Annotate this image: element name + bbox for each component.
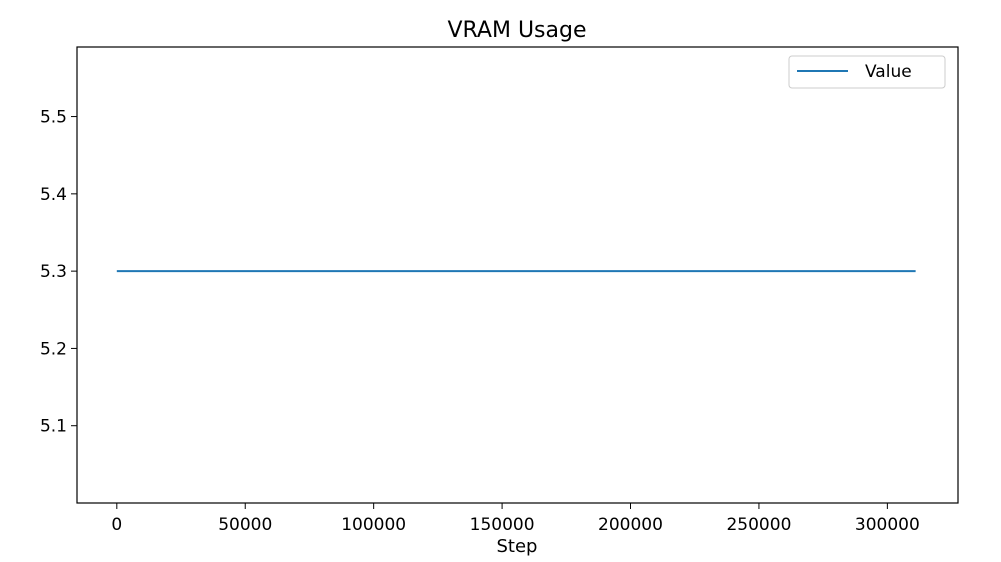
- legend-box: [788, 55, 946, 89]
- legend-label: Value: [865, 62, 912, 82]
- legend: Value: [788, 55, 946, 89]
- x-tick-label: 200000: [598, 515, 663, 535]
- plot-frame: [76, 46, 959, 504]
- y-tick-label: 5.5: [40, 108, 67, 128]
- y-axis: 5.1 5.2 5.3 5.4 5.5: [40, 108, 77, 437]
- y-tick-label: 5.2: [40, 339, 67, 359]
- chart-title: VRAM Usage: [447, 18, 586, 43]
- y-tick-label: 5.3: [40, 262, 67, 282]
- x-tick-label: 100000: [341, 515, 406, 535]
- x-axis-label: Step: [497, 536, 538, 557]
- x-tick-label: 50000: [218, 515, 272, 535]
- x-tick-label: 250000: [726, 515, 791, 535]
- y-tick-label: 5.4: [40, 185, 67, 205]
- x-axis: 0 50000 100000 150000 200000 250000 300000: [111, 503, 920, 535]
- y-tick-label: 5.1: [40, 417, 67, 437]
- x-tick-label: 150000: [470, 515, 535, 535]
- x-tick-label: 300000: [855, 515, 920, 535]
- x-tick-label: 0: [111, 515, 122, 535]
